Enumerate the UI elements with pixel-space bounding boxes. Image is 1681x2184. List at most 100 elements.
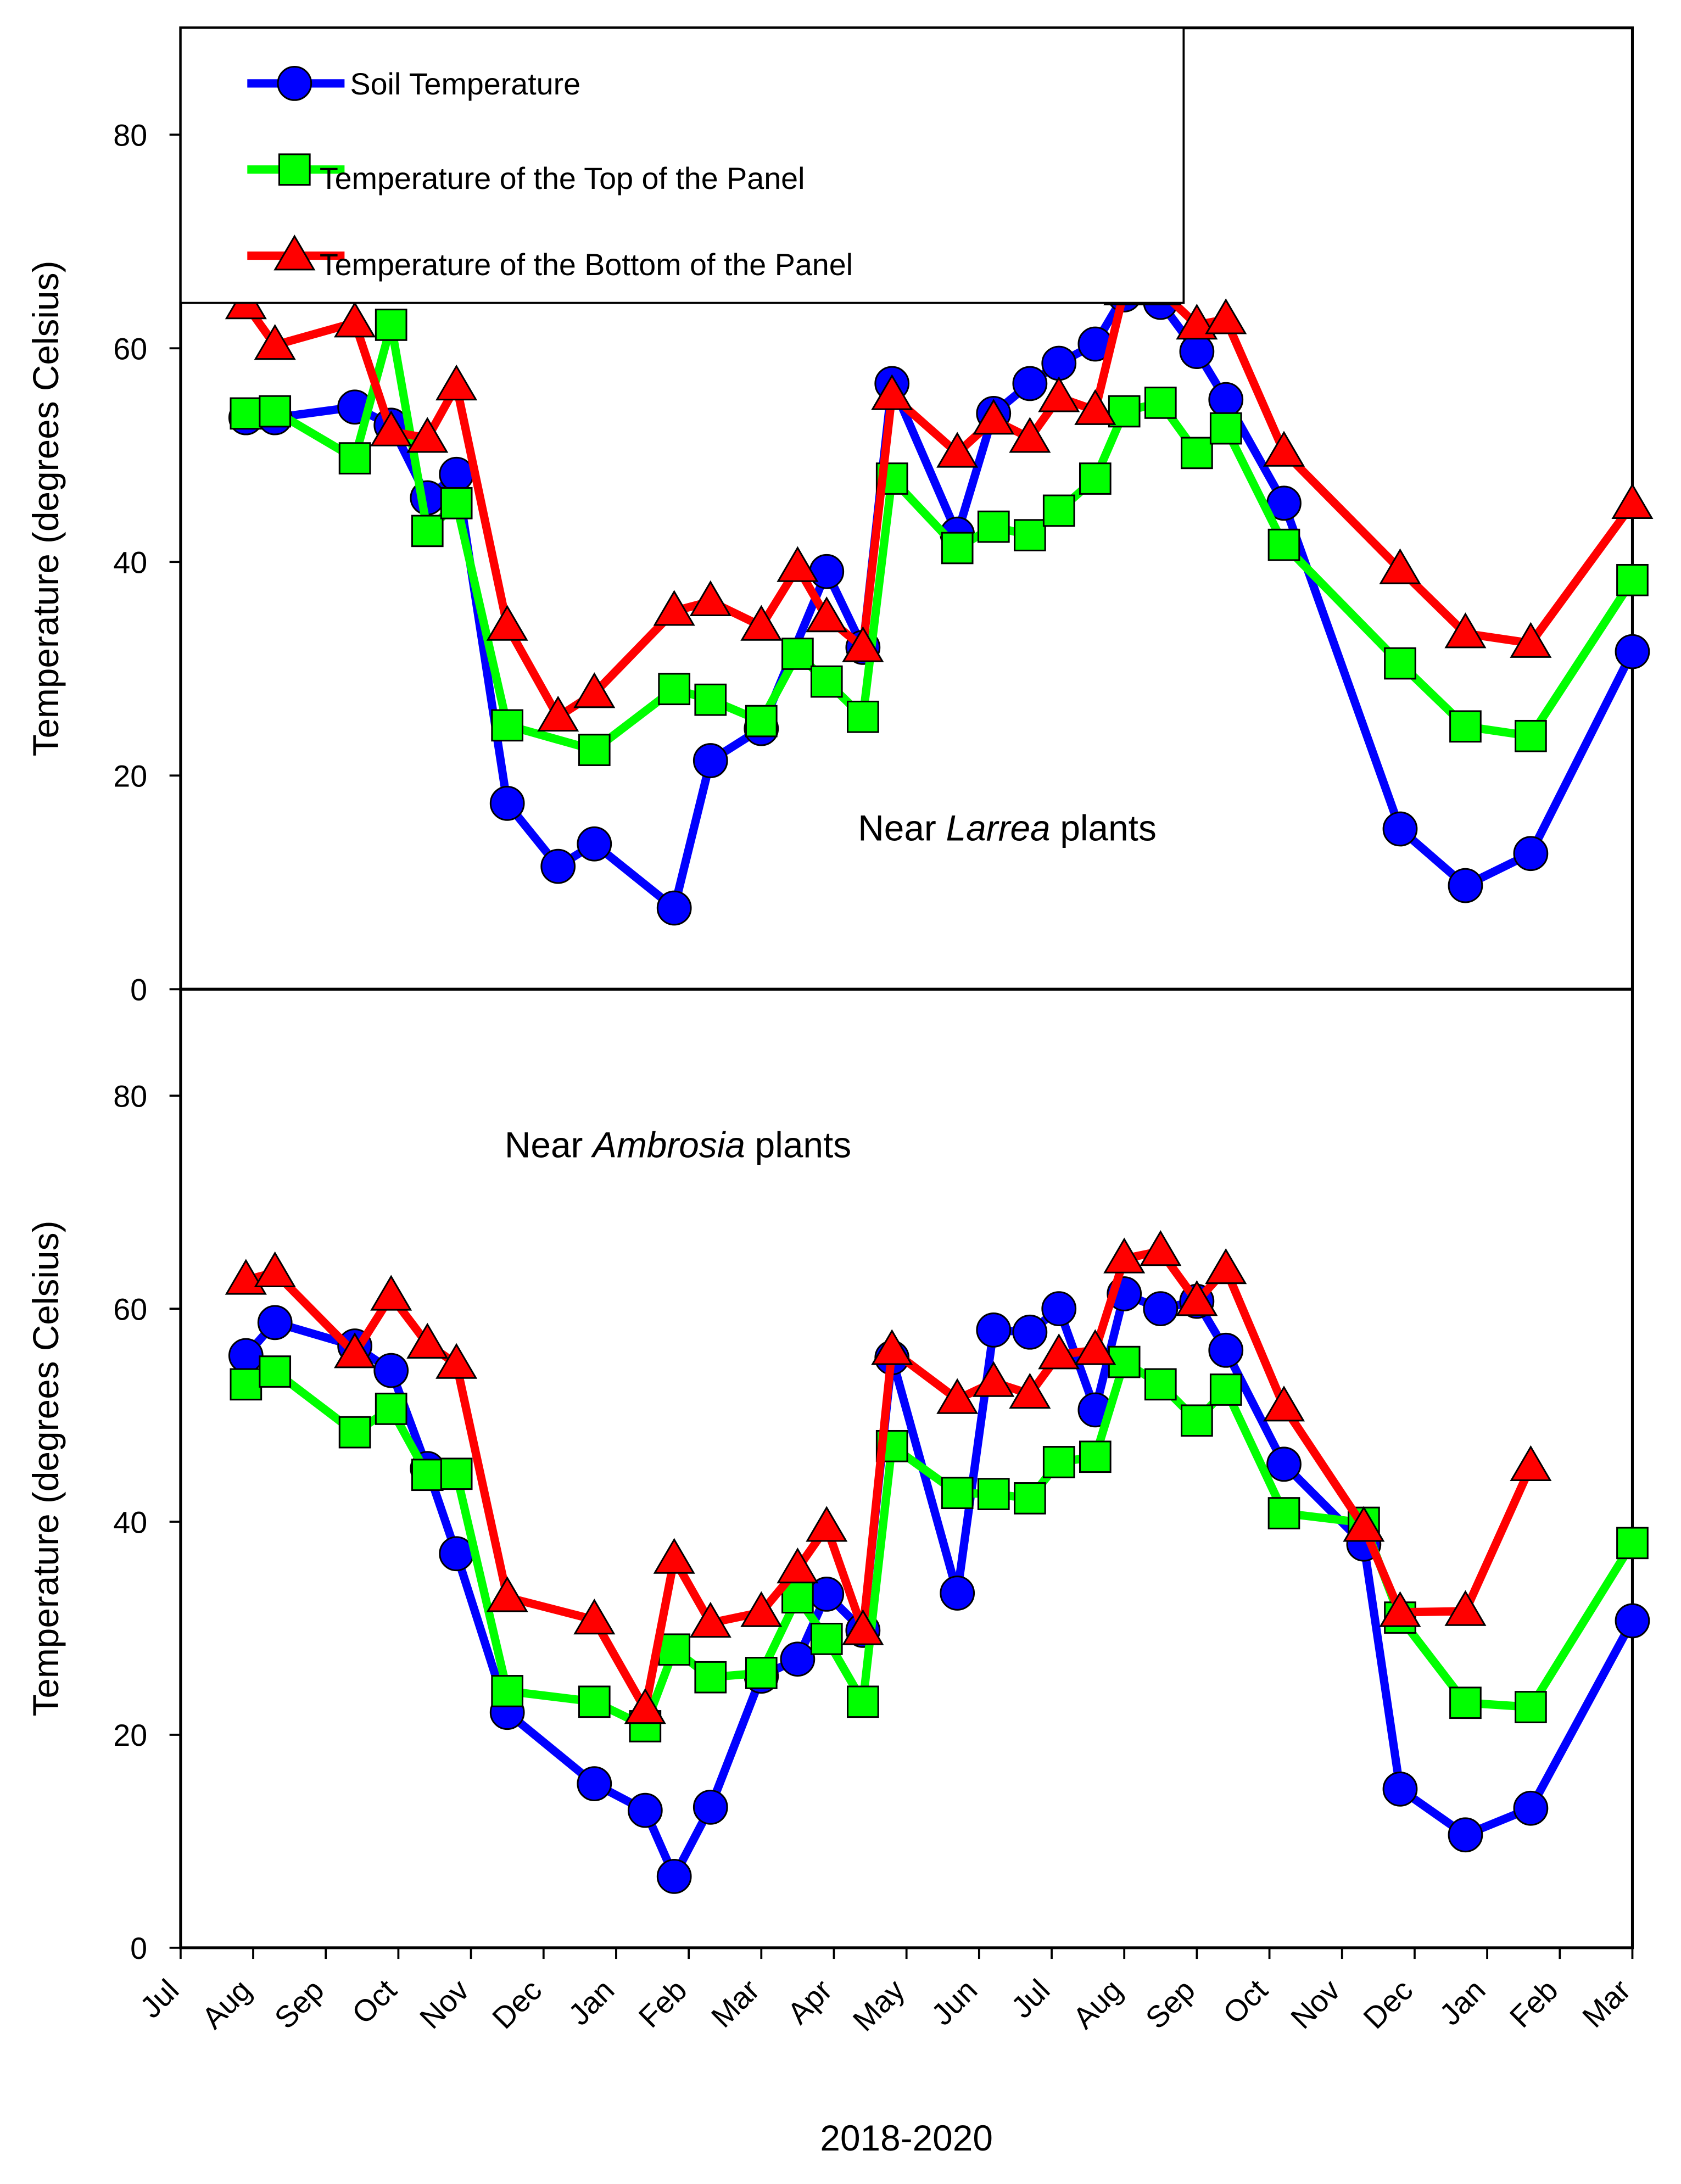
marker bbox=[1208, 382, 1244, 417]
marker bbox=[977, 1478, 1010, 1510]
marker bbox=[1205, 298, 1247, 334]
marker bbox=[973, 399, 1015, 435]
marker bbox=[1208, 1332, 1244, 1368]
marker bbox=[486, 605, 528, 641]
x-tick-label: Oct bbox=[1216, 1973, 1274, 2030]
x-tick-label: Dec bbox=[485, 1973, 548, 2035]
marker bbox=[1513, 1790, 1549, 1826]
marker bbox=[692, 1789, 728, 1825]
y-tick-label: 60 bbox=[113, 1292, 147, 1326]
marker bbox=[411, 1459, 444, 1492]
marker bbox=[689, 580, 731, 617]
marker bbox=[1615, 634, 1650, 669]
marker bbox=[1379, 1591, 1421, 1627]
marker bbox=[1181, 1404, 1213, 1437]
marker bbox=[745, 1657, 778, 1689]
marker bbox=[1449, 710, 1482, 743]
x-tick-label: Feb bbox=[632, 1973, 694, 2034]
marker bbox=[973, 1361, 1015, 1397]
marker bbox=[871, 374, 913, 410]
marker bbox=[540, 848, 576, 884]
y-tick-label: 40 bbox=[113, 545, 147, 579]
marker bbox=[1038, 376, 1080, 412]
marker bbox=[1343, 1506, 1385, 1542]
y-tick-label: 40 bbox=[113, 1505, 147, 1539]
marker bbox=[780, 1641, 816, 1677]
marker bbox=[1384, 647, 1416, 680]
annotation-part: Near bbox=[505, 1124, 583, 1165]
marker bbox=[847, 1685, 879, 1718]
marker bbox=[338, 1416, 371, 1449]
marker bbox=[440, 1457, 473, 1490]
marker bbox=[439, 1536, 474, 1572]
marker bbox=[578, 1685, 611, 1718]
marker bbox=[257, 1305, 293, 1340]
marker bbox=[810, 1623, 843, 1655]
marker bbox=[1382, 1771, 1418, 1807]
marker bbox=[537, 695, 579, 732]
x-tick-label: Oct bbox=[345, 1973, 403, 2030]
marker bbox=[254, 323, 296, 360]
marker bbox=[1074, 389, 1116, 425]
y-tick-label: 0 bbox=[130, 973, 147, 1007]
marker bbox=[940, 1576, 975, 1611]
x-tick-label: Mar bbox=[1576, 1973, 1637, 2034]
marker bbox=[334, 1332, 376, 1369]
marker bbox=[1074, 1329, 1116, 1365]
marker bbox=[1444, 612, 1487, 649]
marker bbox=[1263, 431, 1305, 467]
marker bbox=[777, 546, 819, 582]
marker bbox=[1449, 1686, 1482, 1719]
marker bbox=[578, 734, 611, 766]
marker bbox=[486, 1576, 528, 1612]
marker bbox=[1267, 1497, 1300, 1529]
marker bbox=[1510, 622, 1552, 658]
marker bbox=[658, 673, 691, 706]
annotation-part: Ambrosia bbox=[590, 1124, 745, 1165]
x-tick-label: Jul bbox=[133, 1973, 185, 2024]
marker bbox=[842, 1609, 884, 1645]
marker bbox=[228, 1338, 264, 1373]
marker bbox=[573, 1599, 616, 1635]
x-tick-label: Jan bbox=[562, 1973, 621, 2031]
marker bbox=[1267, 528, 1300, 561]
marker bbox=[440, 487, 473, 520]
marker bbox=[1144, 387, 1177, 419]
marker bbox=[278, 153, 311, 186]
marker bbox=[489, 785, 525, 821]
marker bbox=[1181, 437, 1213, 470]
marker bbox=[577, 1766, 612, 1802]
marker bbox=[439, 456, 474, 492]
marker bbox=[936, 1378, 979, 1414]
marker bbox=[1379, 548, 1421, 584]
marker bbox=[624, 1688, 666, 1724]
x-tick-label: Sep bbox=[1139, 1973, 1202, 2035]
marker bbox=[941, 532, 974, 565]
marker bbox=[338, 442, 371, 474]
marker bbox=[1616, 1527, 1649, 1560]
marker bbox=[1611, 483, 1654, 520]
marker bbox=[334, 301, 376, 338]
marker bbox=[1176, 304, 1218, 340]
marker bbox=[936, 432, 979, 468]
y-tick-label: 60 bbox=[113, 332, 147, 366]
marker bbox=[1176, 1280, 1218, 1316]
x-tick-label: Jun bbox=[925, 1973, 984, 2031]
marker bbox=[806, 1506, 848, 1542]
marker bbox=[627, 1792, 663, 1828]
x-tick-label: Nov bbox=[1284, 1973, 1347, 2035]
marker bbox=[375, 309, 407, 341]
annotation-part: Larrea bbox=[946, 808, 1051, 848]
marker bbox=[1209, 412, 1242, 445]
marker bbox=[230, 1368, 263, 1401]
y-tick-label: 20 bbox=[113, 759, 147, 794]
marker bbox=[1448, 1817, 1483, 1853]
marker bbox=[406, 1322, 449, 1359]
marker bbox=[370, 410, 412, 446]
x-tick-label: Feb bbox=[1503, 1973, 1565, 2034]
marker bbox=[1515, 1691, 1547, 1723]
marker bbox=[689, 1601, 731, 1638]
marker bbox=[941, 1477, 974, 1510]
